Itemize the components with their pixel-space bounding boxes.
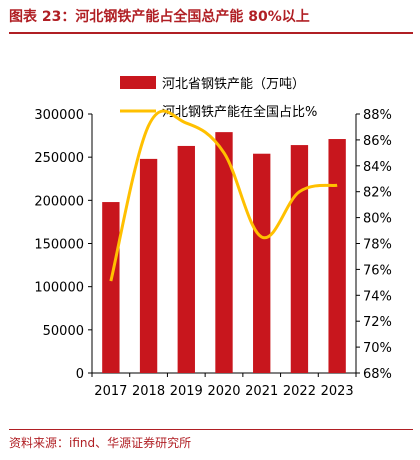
bar-2022 [290, 145, 309, 373]
x-tick-label: 2022 [283, 384, 316, 399]
y-left-tick-label: 150000 [34, 238, 84, 253]
y-left-tick-label: 100000 [34, 281, 84, 296]
bar-2018 [139, 158, 158, 373]
title-divider [9, 32, 413, 34]
y-right-tick-label: 74% [363, 289, 392, 304]
y-right-tick-label: 76% [363, 263, 392, 278]
y-right-tick-label: 68% [363, 367, 392, 382]
figure-title: 图表 23：河北钢铁产能占全国总产能 80%以上 [9, 9, 310, 25]
chart-svg: 河北省钢铁产能（万吨） 河北钢铁产能在全国占比% 0 50000 100000 150… [34, 76, 392, 399]
x-tick-label: 2019 [170, 384, 203, 399]
x-tick-label: 2018 [132, 384, 165, 399]
y-right-tick-label: 72% [363, 315, 392, 330]
y-right-tick-label: 86% [363, 134, 392, 149]
y-right-tick-label: 88% [363, 108, 392, 123]
y-left-tick-label: 300000 [34, 108, 84, 123]
bar-2019 [177, 145, 195, 373]
y-right-tick-label: 80% [363, 212, 392, 227]
legend-bar-label: 河北省钢铁产能（万吨） [162, 77, 305, 92]
x-tick-label: 2021 [245, 384, 278, 399]
bar-2023 [328, 139, 346, 373]
axes-group: 0 50000 100000 150000 200000 250000 300000 68% 7… [34, 108, 392, 399]
y-left-tick-label: 0 [76, 367, 84, 382]
bars-group [102, 132, 346, 373]
x-tick-label: 2023 [321, 384, 354, 399]
legend-bar-swatch [120, 76, 156, 89]
y-right-tick-label: 78% [363, 238, 392, 253]
x-tick-label: 2017 [94, 384, 127, 399]
bar-2021 [253, 153, 271, 373]
source-divider [9, 429, 413, 430]
chart-area: 河北省钢铁产能（万吨） 河北钢铁产能在全国占比% 0 50000 100000 150… [0, 34, 420, 424]
y-right-tick-label: 84% [363, 160, 392, 175]
y-left-tick-label: 200000 [34, 194, 84, 209]
y-right-tick-label: 70% [363, 341, 392, 356]
share-line [109, 109, 338, 282]
source-note: 资料来源：ifind、华源证券研究所 [9, 436, 192, 450]
y-right-tick-label: 82% [363, 186, 392, 201]
y-left-tick-label: 50000 [43, 324, 84, 339]
y-left-tick-label: 250000 [34, 151, 84, 166]
x-tick-label: 2020 [207, 384, 240, 399]
bar-2017 [102, 202, 120, 373]
bar-2020 [215, 132, 233, 373]
line-group [109, 109, 338, 282]
legend-line-label: 河北钢铁产能在全国占比% [162, 104, 317, 120]
